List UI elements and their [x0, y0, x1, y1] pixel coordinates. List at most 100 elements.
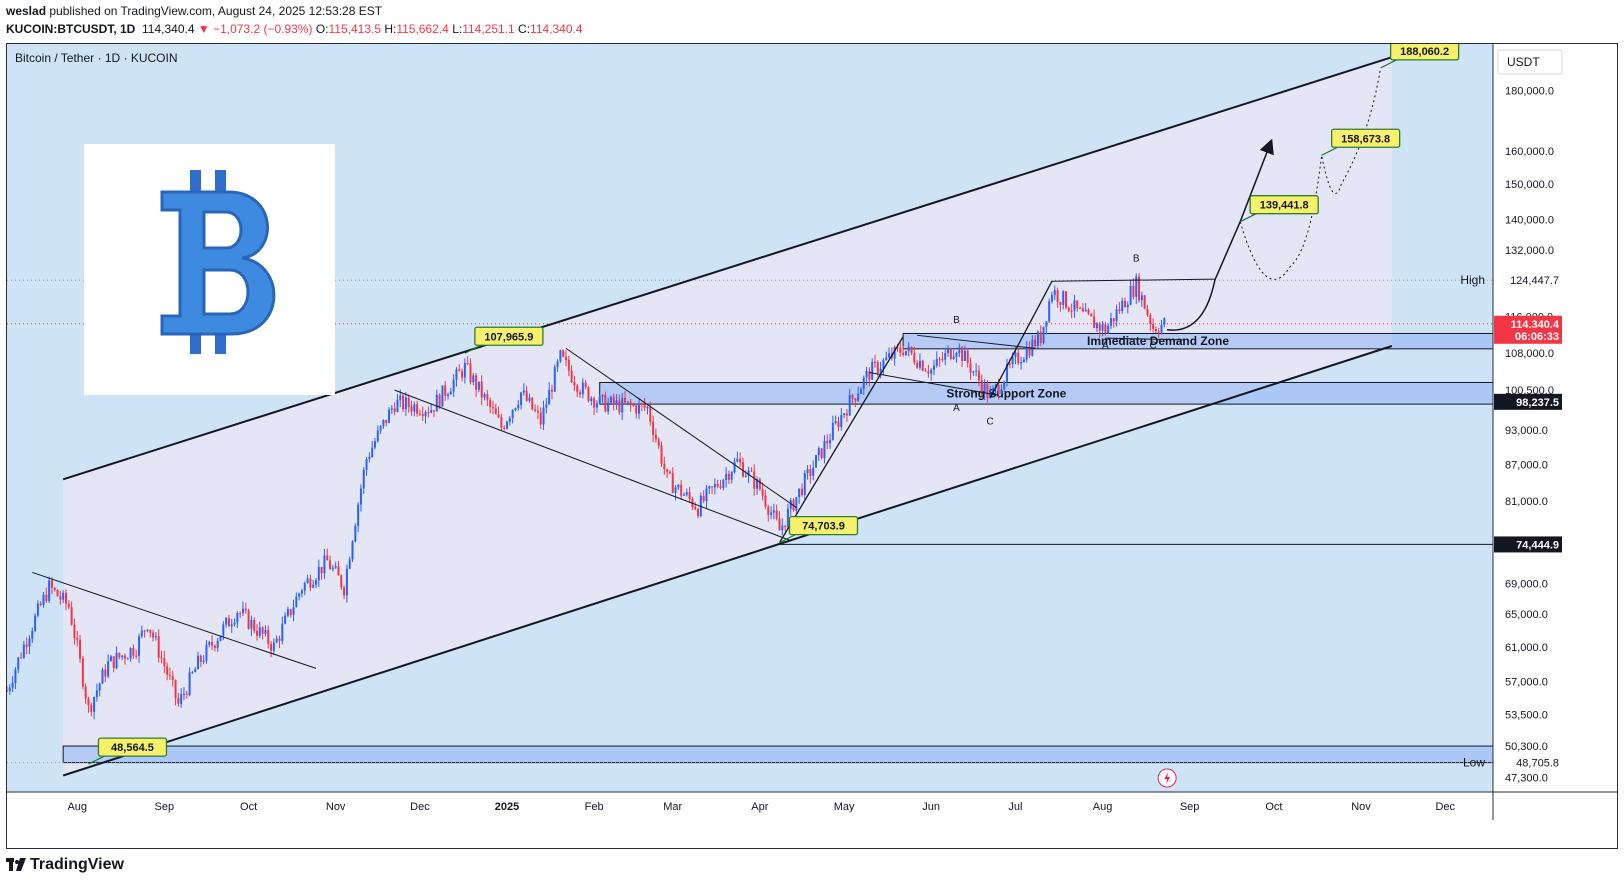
callout-label: 158,673.8 [1341, 133, 1390, 145]
candle [438, 394, 441, 407]
candle [640, 403, 643, 405]
candle [177, 697, 180, 704]
low-label: L: [452, 22, 463, 36]
candle [334, 566, 337, 568]
candle [511, 410, 514, 419]
callout-label: 107,965.9 [484, 331, 533, 343]
zone-2 [62, 745, 1494, 764]
candle [534, 409, 537, 411]
candle [879, 368, 882, 373]
callout-label: 48,564.5 [111, 742, 154, 754]
candle [528, 397, 531, 401]
candle [278, 638, 281, 641]
candle [660, 445, 663, 464]
candle [382, 419, 385, 426]
candle [354, 525, 357, 542]
candle [705, 488, 708, 502]
candle [480, 381, 483, 398]
candle [1042, 326, 1045, 343]
chart-frame[interactable]: Immediate Demand Zone Strong Support Zone… [6, 41, 1618, 849]
x-tick-label: Aug [1093, 801, 1113, 813]
publisher-name[interactable]: weslad [6, 4, 47, 18]
candle [368, 457, 371, 460]
currency-button[interactable] [1497, 49, 1563, 75]
y-tick-label: 132,000.0 [1505, 245, 1554, 257]
candle [1087, 309, 1090, 314]
candle [475, 375, 478, 390]
candle [286, 609, 289, 616]
price-tag-label: 48,705.8 [1516, 758, 1559, 770]
candle [916, 362, 919, 368]
candle [612, 396, 615, 405]
candle [865, 371, 868, 378]
x-tick-label: Sep [1180, 801, 1200, 813]
candle [17, 657, 20, 670]
candle [247, 610, 250, 629]
x-tick-label: Apr [751, 801, 768, 813]
candle [694, 506, 697, 510]
candle [921, 360, 924, 371]
last-price: 114,340.4 [142, 22, 195, 36]
candle [795, 497, 798, 511]
candle [261, 627, 264, 634]
candle [491, 407, 494, 409]
candle [371, 447, 374, 458]
tradingview-logo[interactable]: TradingView [6, 856, 124, 874]
candle [1093, 316, 1096, 329]
tradingview-mark-icon [6, 858, 26, 872]
candle [272, 642, 275, 651]
price-chart[interactable]: Immediate Demand Zone Strong Support Zone… [6, 41, 1617, 848]
candle [1028, 347, 1031, 356]
x-tick-label: Dec [410, 801, 430, 813]
candle [902, 352, 905, 355]
candle [1048, 301, 1051, 322]
candle [545, 404, 548, 408]
level-label: High [1460, 273, 1485, 287]
candle [233, 622, 236, 625]
candle [823, 440, 826, 459]
candle [668, 471, 671, 474]
candle [253, 620, 256, 631]
candle [104, 669, 107, 677]
x-tick-label: Nov [326, 801, 346, 813]
candle [876, 362, 879, 373]
candle [932, 365, 935, 370]
candle [733, 461, 736, 473]
candle [778, 518, 781, 531]
candle [857, 393, 860, 401]
candle [1070, 310, 1073, 312]
candle [154, 636, 157, 638]
candle [500, 417, 503, 428]
x-tick-label: Dec [1435, 801, 1455, 813]
candle [281, 623, 284, 641]
x-tick-label: 2025 [495, 801, 519, 813]
candle [427, 412, 430, 414]
candle [118, 652, 121, 658]
candle [1121, 300, 1124, 312]
candle [50, 580, 53, 589]
candle [840, 414, 843, 428]
price-tag [1494, 327, 1562, 344]
candle [848, 394, 851, 416]
candle [256, 630, 259, 636]
candle [1107, 325, 1110, 334]
candle [140, 630, 143, 637]
candle [991, 388, 994, 393]
candle [562, 350, 565, 357]
candle [584, 382, 587, 388]
candle [938, 358, 941, 360]
candle [652, 421, 655, 435]
candle [455, 369, 458, 380]
candle [626, 401, 629, 403]
candle [904, 350, 907, 355]
candle [961, 347, 964, 361]
candle [48, 580, 51, 601]
trendline [917, 334, 1036, 349]
tradingview-wordmark: TradingView [30, 856, 124, 873]
candle [1149, 314, 1152, 325]
candle [750, 470, 753, 472]
candle [107, 661, 110, 677]
candle [800, 488, 803, 496]
candle [197, 655, 200, 670]
candle [39, 603, 42, 606]
